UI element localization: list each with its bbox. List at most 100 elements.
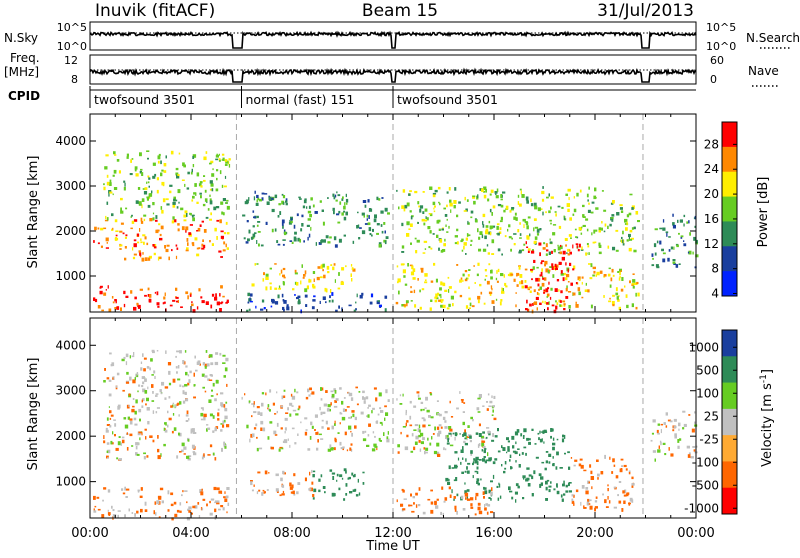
- power-echo-cell: [219, 170, 222, 175]
- power-echo-cell: [631, 207, 634, 210]
- velocity-echo-cell: [206, 428, 208, 432]
- velocity-echo-cell: [217, 412, 220, 417]
- power-echo-cell: [120, 307, 122, 311]
- power-echo-cell: [552, 274, 555, 278]
- velocity-echo-cell: [339, 474, 343, 478]
- xtick-label: 12:00: [374, 526, 411, 541]
- velocity-echo-cell: [223, 441, 225, 446]
- velocity-echo-cell: [214, 361, 219, 366]
- power-echo-cell: [565, 193, 568, 196]
- velocity-echo-cell: [182, 490, 184, 493]
- power-echo-cell: [550, 222, 552, 225]
- power-echo-cell: [186, 238, 189, 242]
- velocity-echo-cell: [258, 447, 263, 450]
- power-echo-cell: [543, 277, 547, 281]
- xtick-label: 08:00: [273, 526, 310, 541]
- velocity-echo-cell: [410, 450, 414, 453]
- power-echo-cell: [185, 226, 189, 231]
- power-echo-cell: [103, 186, 106, 191]
- velocity-echo-cell: [607, 484, 609, 487]
- power-echo-cell: [559, 251, 562, 255]
- velocity-echo-cell: [335, 398, 339, 401]
- power-echo-cell: [195, 192, 197, 196]
- power-echo-cell: [477, 262, 480, 266]
- velocity-echo-cell: [135, 399, 138, 404]
- power-echo-cell: [463, 242, 467, 246]
- power-echo-cell: [274, 301, 279, 305]
- power-echo-cell: [336, 213, 340, 216]
- velocity-echo-cell: [497, 450, 501, 453]
- power-echo-cell: [304, 294, 308, 298]
- power-echo-cell: [320, 264, 324, 267]
- velocity-echo-cell: [255, 423, 258, 427]
- power-echo-cell: [346, 202, 348, 205]
- velocity-echo-cell: [434, 500, 437, 504]
- power-echo-cell: [581, 276, 584, 279]
- velocity-echo-cell: [113, 419, 116, 421]
- power-echo-cell: [409, 190, 412, 193]
- velocity-echo-cell: [186, 517, 191, 521]
- power-echo-cell: [570, 237, 572, 239]
- nsearch-label: N.Search: [746, 31, 800, 45]
- power-echo-cell: [225, 243, 227, 248]
- velocity-echo-cell: [498, 483, 501, 488]
- power-echo-cell: [588, 263, 591, 265]
- velocity-echo-cell: [173, 501, 177, 505]
- velocity-echo-cell: [327, 448, 331, 452]
- power-echo-cell: [567, 253, 571, 256]
- power-echo-cell: [572, 265, 576, 270]
- power-echo-cell: [463, 210, 467, 212]
- power-echo-cell: [311, 306, 315, 310]
- power-echo-cell: [187, 295, 189, 300]
- velocity-echo-cell: [176, 509, 180, 513]
- velocity-echo-cell: [354, 416, 357, 421]
- power-echo-cell: [130, 290, 133, 294]
- power-echo-cell: [462, 273, 465, 277]
- velocity-echo-cell: [312, 470, 316, 473]
- velocity-echo-cell: [172, 404, 174, 408]
- power-echo-cell: [198, 247, 201, 250]
- velocity-echo-cell: [258, 489, 261, 492]
- velocity-echo-cell: [292, 409, 297, 412]
- power-echo-cell: [158, 153, 161, 156]
- power-echo-cell: [576, 236, 579, 239]
- velocity-echo-cell: [625, 493, 629, 497]
- power-echo-cell: [636, 281, 639, 285]
- power-echo-cell: [438, 201, 440, 204]
- power-echo-cell: [448, 187, 451, 191]
- power-echo-cell: [542, 186, 544, 189]
- velocity-echo-cell: [177, 365, 180, 369]
- power-echo-cell: [209, 200, 213, 205]
- power-echo-cell: [209, 198, 212, 202]
- power-echo-cell: [475, 219, 478, 223]
- velocity-echo-cell: [628, 472, 631, 475]
- velocity-echo-cell: [179, 350, 182, 354]
- power-echo-cell: [513, 216, 517, 220]
- velocity-echo-cell: [374, 445, 378, 448]
- velocity-echo-cell: [281, 493, 285, 496]
- velocity-echo-cell: [168, 382, 172, 386]
- power-echo-cell: [689, 232, 691, 236]
- power-echo-cell: [323, 239, 326, 243]
- power-echo-cell: [525, 308, 528, 311]
- power-echo-cell: [419, 289, 421, 293]
- power-echo-cell: [271, 298, 275, 302]
- velocity-echo-cell: [186, 410, 189, 415]
- velocity-echo-cell: [251, 489, 254, 492]
- power-echo-cell: [120, 222, 124, 225]
- power-echo-cell: [366, 218, 368, 221]
- power-echo-cell: [523, 243, 526, 246]
- power-echo-cell: [103, 183, 105, 186]
- velocity-echo-cell: [412, 496, 415, 499]
- power-echo-cell: [401, 304, 405, 307]
- velocity-echo-cell: [449, 494, 452, 498]
- velocity-echo-cell: [135, 452, 138, 456]
- power-echo-cell: [114, 299, 117, 302]
- power-echo-cell: [491, 300, 495, 304]
- power-echo-cell: [216, 153, 218, 157]
- power-echo-cell: [225, 221, 228, 225]
- power-echo-cell: [565, 277, 568, 281]
- velocity-echo-cell: [402, 508, 406, 511]
- power-echo-cell: [568, 291, 572, 293]
- velocity-echo-cell: [172, 413, 175, 416]
